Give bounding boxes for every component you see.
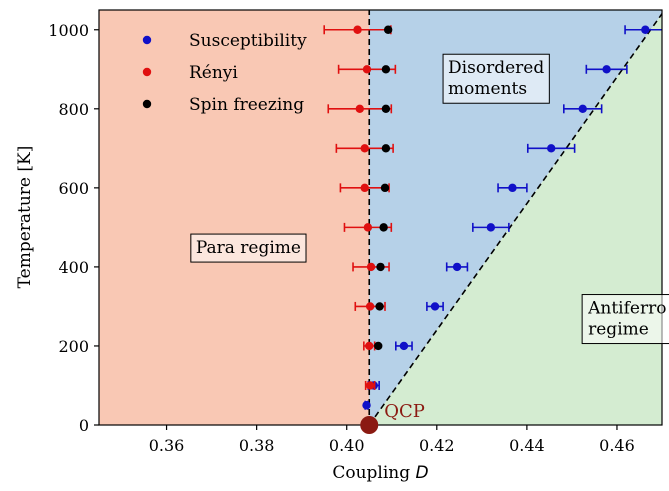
diagonal-boundary-line bbox=[368, 12, 662, 425]
x-tick-label: 0.46 bbox=[599, 436, 635, 455]
legend-label-spin-freezing: Spin freezing bbox=[189, 95, 304, 115]
region-para-regime bbox=[99, 10, 370, 425]
susceptibility-point bbox=[362, 401, 371, 410]
susceptibility-point bbox=[602, 65, 611, 74]
r-nyi-point bbox=[353, 25, 362, 34]
series-layer bbox=[323, 25, 662, 410]
y-tick-label: 600 bbox=[58, 179, 89, 198]
qcp-layer: QCP bbox=[360, 401, 425, 434]
susceptibility-point bbox=[486, 223, 496, 232]
region-disordered-moments bbox=[369, 10, 662, 425]
y-tick-label: 1000 bbox=[48, 21, 89, 40]
r-nyi-point bbox=[360, 144, 369, 153]
legend-marker-spin-freezing bbox=[142, 99, 152, 109]
legend-marker-susceptibility bbox=[142, 35, 152, 45]
legend: Susceptibility Rényi Spin freezing bbox=[142, 31, 307, 115]
qcp-marker bbox=[360, 416, 379, 434]
x-axis-label: Coupling D bbox=[332, 463, 428, 483]
legend-marker-r-nyi bbox=[142, 67, 152, 77]
plot-frame bbox=[98, 9, 663, 426]
susceptibility-point bbox=[508, 183, 517, 193]
region-label-disordered-moments-text: Disordered bbox=[448, 58, 544, 78]
spin-freezing-point bbox=[380, 183, 390, 193]
x-tick-label: 0.44 bbox=[509, 436, 545, 455]
y-tick-label: 0 bbox=[79, 416, 89, 435]
y-tick-label: 400 bbox=[58, 258, 89, 277]
susceptibility-point bbox=[547, 144, 556, 153]
spin-freezing-point bbox=[381, 144, 391, 153]
region-label-para-regime: Para regime bbox=[190, 233, 307, 263]
region-label-para-regime-text: Para regime bbox=[196, 238, 301, 258]
r-nyi-point bbox=[365, 302, 375, 311]
region-label-antiferro-regime-text: Antiferro bbox=[587, 299, 666, 319]
region-label-para-regime-box bbox=[190, 233, 307, 263]
boundaries-layer bbox=[368, 10, 662, 425]
susceptibility-point bbox=[452, 262, 462, 272]
x-tick-label: 0.40 bbox=[329, 436, 365, 455]
region-label-disordered-moments-box bbox=[442, 53, 550, 104]
susceptibility-point bbox=[430, 302, 440, 311]
r-nyi-point bbox=[360, 183, 369, 193]
r-nyi-point bbox=[365, 381, 375, 390]
legend-label-susceptibility: Susceptibility bbox=[189, 31, 307, 51]
r-nyi-point bbox=[363, 223, 373, 232]
spin-freezing-point bbox=[374, 341, 383, 351]
r-nyi-point bbox=[365, 341, 374, 351]
r-nyi-point bbox=[355, 104, 364, 114]
x-tick-label: 0.36 bbox=[149, 436, 185, 455]
spin-freezing-point bbox=[381, 104, 391, 114]
x-axis-label-variable: D bbox=[416, 463, 429, 483]
r-nyi-point bbox=[362, 65, 372, 74]
spin-freezing-point bbox=[375, 302, 384, 311]
qcp-label: QCP bbox=[384, 401, 425, 422]
region-label-antiferro-regime-text: regime bbox=[588, 320, 649, 340]
x-tick-label: 0.42 bbox=[419, 436, 455, 455]
y-axis-label: Temperature [K] bbox=[15, 146, 35, 289]
susceptibility-point bbox=[399, 341, 409, 351]
legend-label-r-nyi: Rényi bbox=[189, 63, 238, 83]
r-nyi-point bbox=[366, 262, 376, 272]
spin-freezing-point bbox=[379, 223, 388, 232]
x-tick-label: 0.38 bbox=[239, 436, 275, 455]
ticks-layer: 0.36 0.38 0.40 0.42 0.44 0.46 0 200 400 600 800 100… bbox=[48, 21, 634, 455]
susceptibility-point bbox=[641, 25, 650, 34]
y-tick-label: 200 bbox=[58, 337, 89, 356]
region-label-antiferro-regime-box bbox=[581, 294, 669, 345]
y-tick-label: 800 bbox=[58, 100, 89, 119]
spin-freezing-point bbox=[381, 65, 391, 74]
spin-freezing-point bbox=[383, 25, 393, 34]
region-label-disordered-moments-text: moments bbox=[448, 79, 527, 99]
susceptibility-point bbox=[578, 104, 587, 114]
spin-freezing-point bbox=[376, 262, 385, 272]
